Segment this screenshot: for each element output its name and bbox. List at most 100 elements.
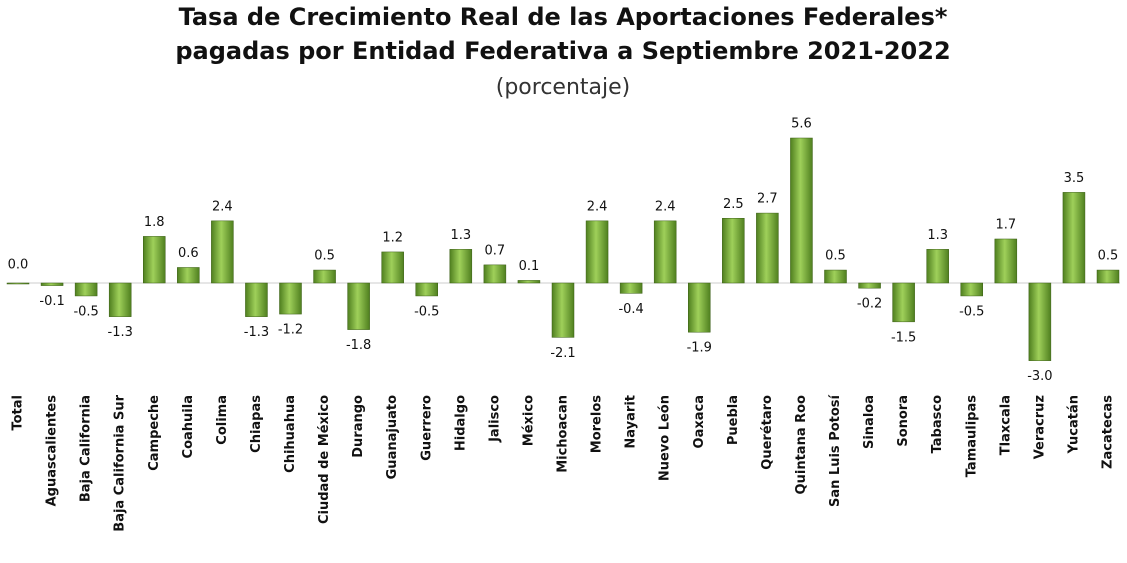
value-label: -0.5 <box>959 304 984 319</box>
value-label: 2.4 <box>655 199 676 214</box>
value-label: -1.8 <box>346 338 371 353</box>
value-label: 1.7 <box>995 217 1016 232</box>
bar <box>892 282 915 323</box>
bar <box>585 220 609 284</box>
bar <box>722 218 745 284</box>
x-tick-label: Ciudad de México <box>317 395 332 524</box>
value-label: 2.5 <box>723 197 744 212</box>
bar <box>756 212 779 284</box>
bar <box>279 282 302 315</box>
value-label: -1.2 <box>278 323 303 338</box>
value-label: 0.5 <box>825 249 846 264</box>
bar <box>143 236 166 284</box>
x-tick-label: Guanajuato <box>385 395 400 479</box>
value-label: -3.0 <box>1027 369 1052 384</box>
value-label: -1.3 <box>108 325 133 340</box>
x-tick-label: Chiapas <box>249 395 264 453</box>
bar <box>211 220 234 284</box>
x-tick-label: Baja California Sur <box>113 394 128 531</box>
bar <box>381 251 404 284</box>
x-tick-label: Nayarit <box>624 395 639 449</box>
value-label: -0.1 <box>39 294 64 309</box>
value-label: -0.5 <box>73 304 98 319</box>
value-label: -0.4 <box>618 302 643 317</box>
bar <box>40 282 64 286</box>
bar <box>858 282 881 289</box>
value-label: 1.3 <box>450 228 471 243</box>
x-tick-label: Puebla <box>726 395 741 445</box>
x-tick-label: Jalisco <box>487 395 502 443</box>
value-label: -1.9 <box>687 341 712 356</box>
bar <box>1028 282 1052 361</box>
bar <box>960 282 983 297</box>
x-tick-label: Nuevo León <box>658 395 673 481</box>
value-label: -0.2 <box>857 297 882 312</box>
bar <box>6 282 30 285</box>
bar <box>926 249 949 284</box>
x-tick-label: Chihuahua <box>283 395 298 473</box>
value-label: 1.3 <box>927 228 948 243</box>
bar <box>1096 269 1120 284</box>
x-tick-label: Durango <box>351 395 366 458</box>
bar <box>824 269 847 284</box>
value-label: 2.4 <box>212 199 233 214</box>
value-label: -2.1 <box>550 346 575 361</box>
value-label: 0.6 <box>178 246 199 261</box>
bar <box>551 282 575 338</box>
value-label: 2.4 <box>587 199 608 214</box>
value-label: 2.7 <box>757 192 778 207</box>
value-label: 0.5 <box>314 249 335 264</box>
x-tick-label: Sonora <box>896 395 911 447</box>
bar <box>347 282 370 330</box>
chart-subtitle: (porcentaje) <box>496 75 630 100</box>
value-label: 0.5 <box>1098 249 1119 264</box>
bar <box>108 282 132 317</box>
bar <box>415 282 438 297</box>
x-tick-label: Querétaro <box>760 395 775 470</box>
bar <box>313 269 336 284</box>
value-label: 1.8 <box>144 215 165 230</box>
bar <box>74 282 98 297</box>
x-tick-label: San Luis Potosí <box>828 393 843 507</box>
x-tick-label: Michoacan <box>556 395 571 473</box>
bar <box>245 282 268 317</box>
bar <box>790 137 813 284</box>
x-tick-label: Zacatecas <box>1101 395 1116 469</box>
x-tick-label: Colima <box>215 395 230 445</box>
bar <box>994 238 1018 284</box>
x-tick-label: Coahuila <box>181 395 196 458</box>
value-label: 0.7 <box>485 243 506 258</box>
bar <box>483 264 507 284</box>
value-label: -1.3 <box>244 325 269 340</box>
value-label: -0.5 <box>414 304 439 319</box>
value-label: 1.2 <box>382 230 403 245</box>
x-tick-label: Morelos <box>590 395 605 453</box>
bar <box>517 280 541 284</box>
x-tick-label: Baja California <box>79 395 94 502</box>
x-tick-label: Oaxaca <box>692 395 707 448</box>
bar <box>619 282 643 294</box>
x-tick-label: Campeche <box>147 395 162 471</box>
x-tick-label: Veracruz <box>1032 395 1047 459</box>
x-tick-label: Hidalgo <box>453 395 468 451</box>
value-label: 0.0 <box>8 258 29 273</box>
bar <box>653 220 677 284</box>
bar <box>688 282 711 333</box>
x-tick-label: Aguascalientes <box>45 395 60 507</box>
x-tick-label: Total <box>11 395 26 431</box>
value-label: 0.1 <box>519 259 540 274</box>
chart-title: pagadas por Entidad Federativa a Septiem… <box>175 37 950 65</box>
bar <box>449 249 473 284</box>
value-label: -1.5 <box>891 330 916 345</box>
x-tick-label: Quintana Roo <box>794 395 809 494</box>
chart-title: Tasa de Crecimiento Real de las Aportaci… <box>179 3 948 31</box>
x-tick-label: México <box>521 395 536 446</box>
x-tick-label: Tamaulipas <box>964 395 979 478</box>
x-tick-label: Tabasco <box>930 395 945 453</box>
value-label: 5.6 <box>791 117 812 132</box>
x-tick-label: Yucatán <box>1066 395 1081 454</box>
x-tick-label: Guerrero <box>419 395 434 461</box>
bar <box>177 267 200 284</box>
x-tick-label: Tlaxcala <box>998 395 1013 455</box>
